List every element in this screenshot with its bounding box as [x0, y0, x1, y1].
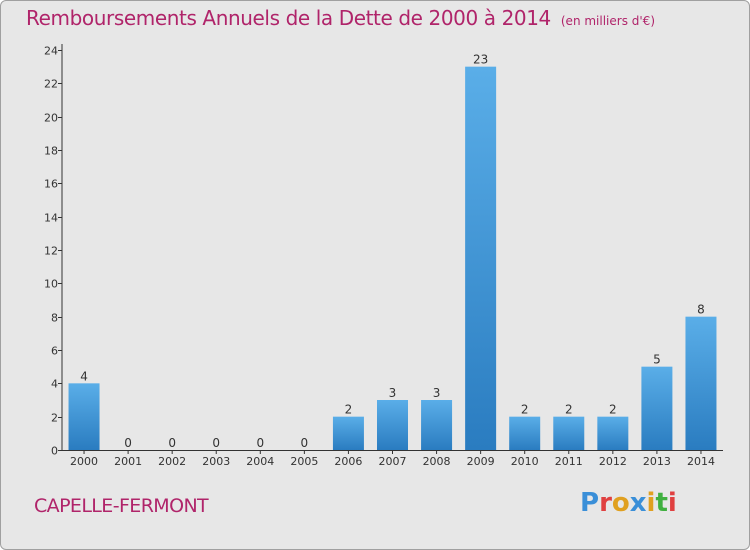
- chart-title: Remboursements Annuels de la Dette de 20…: [26, 6, 655, 30]
- logo-letter: x: [629, 488, 647, 518]
- x-tick-label: 2014: [687, 455, 715, 468]
- x-tick-label: 2001: [114, 455, 142, 468]
- x-tick-label: 2008: [423, 455, 451, 468]
- logo-letter: i: [646, 488, 656, 518]
- bar-value-label: 4: [80, 369, 88, 383]
- bar-value-label: 2: [521, 403, 529, 417]
- bar: [685, 316, 717, 450]
- bar-value-label: 8: [697, 303, 705, 317]
- bar-value-label: 2: [345, 403, 353, 417]
- bar-value-label: 2: [609, 403, 617, 417]
- bar: [597, 416, 629, 450]
- bar: [332, 416, 364, 450]
- y-tick-label: 12: [44, 245, 58, 258]
- chart-subtitle: (en milliers d'€): [560, 14, 655, 28]
- y-tick-label: 14: [44, 212, 58, 225]
- x-tick-label: 2000: [70, 455, 98, 468]
- bar-value-label: 23: [473, 53, 488, 67]
- x-tick-label: 2011: [555, 455, 583, 468]
- commune-name: CAPELLE-FERMONT: [34, 495, 209, 517]
- y-tick-label: 22: [44, 78, 58, 91]
- bar: [421, 400, 453, 450]
- x-tick-label: 2002: [158, 455, 186, 468]
- logo-letter: P: [580, 488, 600, 518]
- bar-value-label: 0: [168, 436, 176, 450]
- y-tick-label: 4: [51, 378, 58, 391]
- bar: [377, 400, 408, 450]
- x-tick-label: 2003: [202, 455, 230, 468]
- x-tick-label: 2004: [246, 455, 274, 468]
- bar-value-label: 0: [301, 436, 309, 450]
- bar: [641, 366, 673, 450]
- logo-letter: r: [599, 488, 612, 518]
- x-tick-label: 2012: [599, 455, 627, 468]
- y-tick-label: 6: [51, 345, 58, 358]
- y-tick-label: 16: [44, 178, 58, 191]
- y-tick-label: 18: [44, 145, 58, 158]
- y-tick-label: 2: [51, 412, 58, 425]
- x-tick-label: 2013: [643, 455, 671, 468]
- y-tick-label: 20: [44, 112, 58, 125]
- x-tick-label: 2006: [334, 455, 362, 468]
- bar-value-label: 0: [256, 436, 264, 450]
- bar: [465, 66, 497, 451]
- proxiti-logo: Proxiti: [580, 488, 677, 518]
- bar-value-label: 2: [565, 403, 573, 417]
- y-tick-label: 24: [44, 45, 58, 58]
- bar: [509, 416, 541, 450]
- y-tick-label: 0: [51, 445, 58, 458]
- y-tick-label: 10: [44, 278, 58, 291]
- bar: [553, 416, 585, 450]
- logo-letter: o: [611, 488, 630, 518]
- bar-value-label: 0: [212, 436, 220, 450]
- x-tick-label: 2007: [379, 455, 407, 468]
- logo-letter: i: [667, 488, 677, 518]
- bar-value-label: 3: [433, 386, 441, 400]
- bar-value-label: 0: [124, 436, 132, 450]
- x-tick-label: 2010: [511, 455, 539, 468]
- y-tick-label: 8: [51, 312, 58, 325]
- bar: [68, 383, 100, 450]
- x-tick-label: 2005: [290, 455, 318, 468]
- logo-letter: t: [655, 488, 668, 518]
- bar-value-label: 5: [653, 353, 661, 367]
- x-tick-label: 2009: [467, 455, 495, 468]
- bar-value-label: 3: [389, 386, 397, 400]
- chart-title-text: Remboursements Annuels de la Dette de 20…: [26, 6, 551, 30]
